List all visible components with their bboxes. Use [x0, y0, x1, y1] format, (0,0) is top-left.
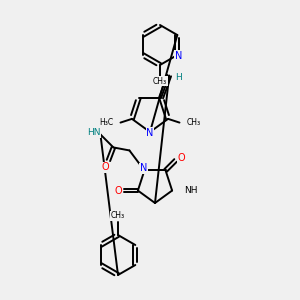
- Text: H₃C: H₃C: [99, 118, 113, 127]
- Text: O: O: [114, 186, 122, 196]
- Text: N: N: [140, 164, 147, 173]
- Text: N: N: [146, 128, 154, 138]
- Text: O: O: [102, 162, 109, 172]
- Text: N: N: [175, 51, 182, 61]
- Text: CH₃: CH₃: [153, 76, 167, 85]
- Text: CH₃: CH₃: [187, 118, 201, 127]
- Text: CH₃: CH₃: [111, 212, 125, 220]
- Text: H: H: [175, 73, 181, 82]
- Text: HN: HN: [87, 128, 100, 137]
- Text: O: O: [178, 153, 185, 164]
- Text: NH: NH: [184, 186, 198, 195]
